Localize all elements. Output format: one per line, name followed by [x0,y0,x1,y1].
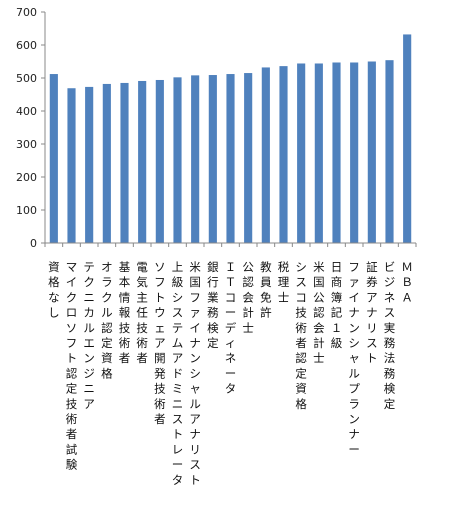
category-label: 資格なし [48,260,60,320]
category-label: オラクル認定資格 [101,260,113,380]
category-label: ファイナンシャルプランナー [348,260,360,456]
bar [49,74,58,243]
y-tick-label: 500 [16,72,37,85]
x-axis [44,242,417,247]
bar [350,62,359,243]
category-label: マイクロソフト認定技術者試験 [66,260,78,472]
bar [244,73,253,243]
bars [49,34,412,244]
category-label: 日商簿記１級 [331,260,343,350]
y-tick-label: 700 [16,6,37,19]
category-label: ソフトウェア開発技術者 [154,260,166,426]
bar [102,83,111,243]
category-label: 税理士 [278,260,290,304]
bar [279,66,288,244]
bar [261,67,270,243]
bar [385,60,394,244]
bar [155,79,164,243]
category-label: 米国公認会計士 [313,260,325,365]
y-tick-label: 0 [30,237,37,250]
bar [297,63,306,244]
bar [138,80,147,243]
bar [85,86,94,243]
bar [208,75,217,243]
y-tick-label: 600 [16,39,37,52]
bar [120,82,129,243]
bar [403,34,412,243]
bar [191,75,200,243]
category-label: ＩＴコーディネータ [225,260,237,396]
category-labels: 資格なしマイクロソフト認定技術者試験テクニカルエンジニアオラクル認定資格基本情報… [48,260,413,487]
category-label: 米国ファイナンシャルアナリスト [189,260,201,487]
category-label: 基本情報技術者 [119,260,131,365]
y-tick-label: 100 [16,204,37,217]
category-label: ＭＢＡ [401,260,413,304]
category-label: 証券アナリスト [366,260,378,365]
y-tick-label: 400 [16,105,37,118]
bar [67,88,76,243]
y-tick-label: 200 [16,171,37,184]
category-label: 銀行業務検定 [207,260,219,350]
bar [173,77,182,243]
category-label: テクニカルエンジニア [83,260,95,411]
category-label: シスコ技術者認定資格 [295,260,307,411]
category-label: ビジネス実務法務検定 [384,260,396,411]
category-label: 教員免許 [260,260,272,320]
category-label: 電気主任技術者 [136,260,148,365]
y-axis: 0 100 200 300 400 500 600 700 [16,6,46,250]
y-tick-label: 300 [16,138,37,151]
bar [314,63,323,244]
category-label: 公認会計士 [242,260,254,335]
category-label: 上級システムアドミニストレータ [172,260,184,487]
bar [226,74,235,243]
bar [367,61,376,243]
bar [332,62,341,243]
